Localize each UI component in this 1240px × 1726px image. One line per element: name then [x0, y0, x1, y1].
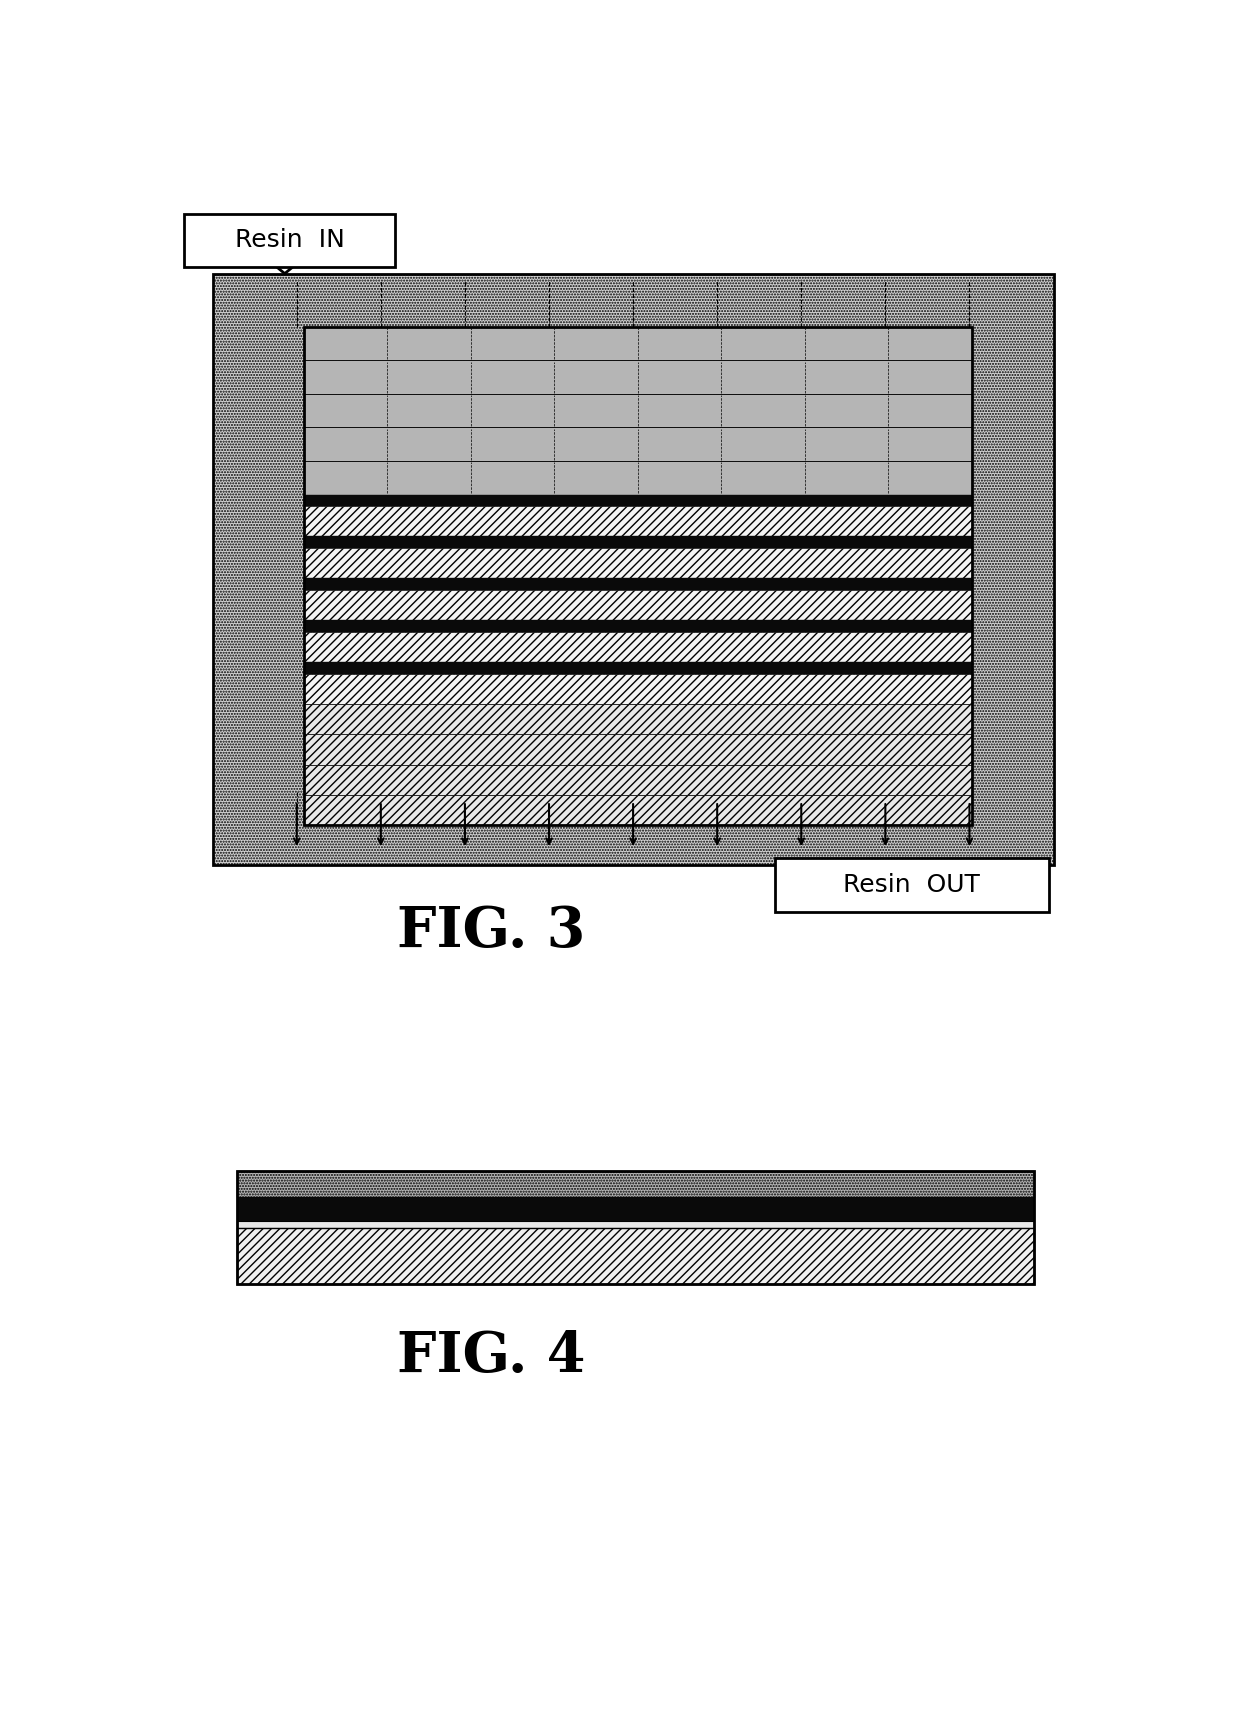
Text: Resin  OUT: Resin OUT — [843, 873, 981, 898]
Text: FIG. 3: FIG. 3 — [397, 904, 585, 960]
Text: FIG. 4: FIG. 4 — [397, 1329, 585, 1384]
Bar — [304, 620, 972, 632]
Bar — [237, 1170, 1034, 1284]
Bar — [304, 578, 972, 590]
Bar — [304, 495, 972, 506]
Bar — [237, 1170, 1034, 1198]
Bar — [304, 537, 972, 549]
Bar — [304, 326, 972, 825]
Bar — [304, 765, 972, 796]
Bar — [304, 361, 972, 394]
Bar — [237, 1222, 1034, 1227]
Bar — [304, 394, 972, 428]
Bar — [304, 461, 972, 495]
Bar — [304, 735, 972, 765]
Bar — [213, 274, 1054, 865]
Bar — [304, 704, 972, 735]
Bar — [304, 590, 972, 620]
Bar — [304, 663, 972, 675]
Bar — [304, 428, 972, 461]
Bar — [304, 506, 972, 537]
Bar — [184, 214, 396, 268]
Bar — [775, 858, 1049, 911]
Text: Resin  IN: Resin IN — [234, 228, 345, 252]
Bar — [304, 549, 972, 578]
Bar — [304, 326, 972, 361]
Polygon shape — [244, 240, 325, 274]
Bar — [237, 1227, 1034, 1284]
Bar — [304, 675, 972, 704]
Bar — [304, 796, 972, 825]
Polygon shape — [951, 865, 1032, 903]
Bar — [304, 632, 972, 663]
Bar — [237, 1198, 1034, 1222]
